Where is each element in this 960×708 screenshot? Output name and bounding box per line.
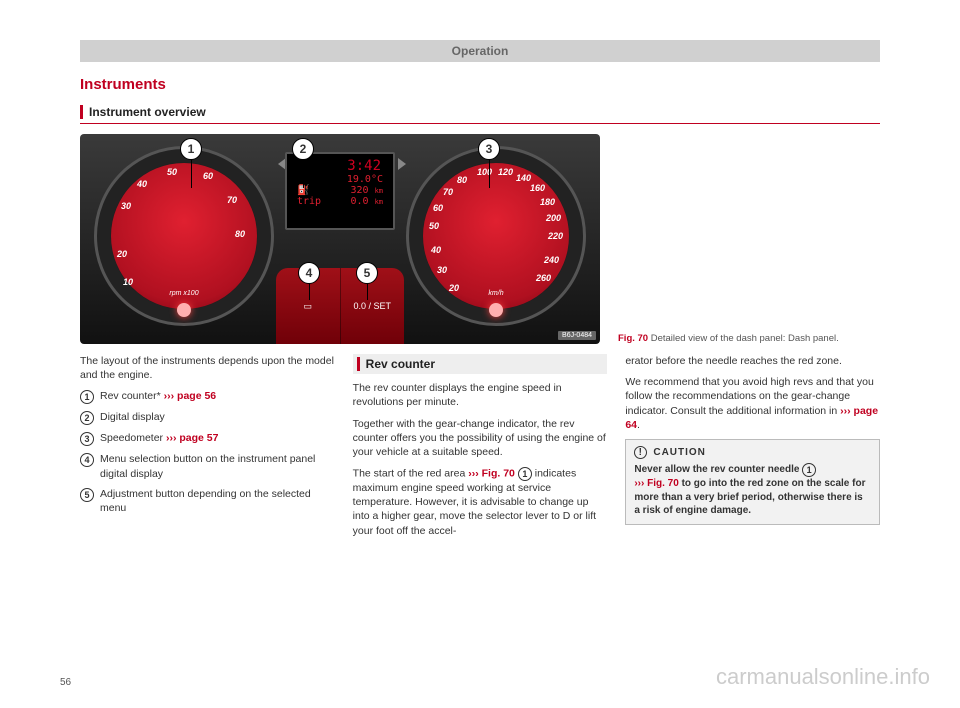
column-1: The layout of the instruments depends up…: [80, 354, 335, 545]
lower-button-panel: ▭ 0.0 / SET: [276, 268, 404, 344]
callout-5: 5: [356, 262, 378, 284]
trip-value: 0.0: [350, 196, 368, 207]
gauge-tick: 60: [203, 171, 213, 181]
gauge-tick: 20: [449, 283, 459, 293]
dash-panel-figure: 1 2 3 4 5 10 20 30 40 50 60 70 80: [80, 134, 600, 344]
caution-box: ! CAUTION Never allow the rev counter ne…: [625, 439, 880, 525]
page-link[interactable]: ››› page 56: [164, 390, 217, 402]
list-item: Speedometer ››› page 57: [100, 431, 218, 446]
callout-1: 1: [180, 138, 202, 160]
watermark: carmanualsonline.info: [716, 664, 930, 690]
figure-link[interactable]: ››› Fig. 70: [634, 478, 678, 489]
divider: [80, 123, 880, 124]
caution-text: Never allow the rev counter needle 1 ›››…: [634, 462, 871, 518]
gauge-tick: 180: [540, 197, 555, 207]
figure-caption-text: Detailed view of the dash panel: Dash pa…: [651, 333, 839, 344]
gauge-tick: 40: [137, 179, 147, 189]
gauge-tick: 80: [235, 229, 245, 239]
odo-unit: km: [375, 187, 383, 195]
callout-line: [309, 284, 310, 300]
figure-link[interactable]: ››› Fig. 70: [468, 467, 515, 479]
list-marker-5: 5: [80, 488, 94, 502]
caution-label: CAUTION: [653, 446, 706, 460]
list-marker-4: 4: [80, 453, 94, 467]
list-item: Adjustment button depending on the selec…: [100, 487, 335, 515]
caution-icon: !: [634, 446, 647, 459]
body-text: The start of the red area ››› Fig. 70 1 …: [353, 466, 608, 538]
gauge-tick: 30: [121, 201, 131, 211]
gauge-tick: 10: [123, 277, 133, 287]
subheading-rev-counter: Rev counter: [366, 356, 435, 372]
gauge-tick: 20: [117, 249, 127, 259]
callout-line: [367, 284, 368, 300]
callout-line: [489, 160, 490, 188]
heading-marker: [80, 105, 83, 119]
image-code: B6J-0484: [558, 331, 596, 340]
figure-caption-label: Fig. 70: [618, 333, 648, 344]
heading-marker: [357, 357, 360, 371]
gauge-tick: 160: [530, 183, 545, 193]
intro-text: The layout of the instruments depends up…: [80, 354, 335, 382]
callout-line: [303, 160, 304, 188]
inline-callout-1: 1: [802, 463, 816, 477]
speedometer-gauge: 20 30 40 50 60 70 80 100 120 140 160 180…: [406, 146, 586, 326]
trip-unit: km: [375, 198, 383, 206]
gauge-tick: 70: [443, 187, 453, 197]
gauge-tick: 120: [498, 167, 513, 177]
gauge-tick: 140: [516, 173, 531, 183]
list-marker-1: 1: [80, 390, 94, 404]
rev-counter-gauge: 10 20 30 40 50 60 70 80 rpm x100: [94, 146, 274, 326]
callout-4: 4: [298, 262, 320, 284]
inline-callout-1: 1: [518, 467, 532, 481]
gauge-tick: 50: [167, 167, 177, 177]
column-2: Rev counter The rev counter displays the…: [353, 354, 608, 545]
gauge-tick: 30: [437, 265, 447, 275]
gauge-tick: 50: [429, 221, 439, 231]
list-marker-3: 3: [80, 432, 94, 446]
gauge-tick: 70: [227, 195, 237, 205]
page-link[interactable]: ››› page 57: [166, 432, 219, 444]
gauge-tick: 220: [548, 231, 563, 241]
body-text: erator before the needle reaches the red…: [625, 354, 880, 368]
gauge-unit: rpm x100: [169, 290, 198, 297]
page-number: 56: [60, 677, 71, 688]
list-marker-2: 2: [80, 411, 94, 425]
callout-2: 2: [292, 138, 314, 160]
gauge-tick: 240: [544, 255, 559, 265]
body-text: The rev counter displays the engine spee…: [353, 381, 608, 409]
gauge-tick: 60: [433, 203, 443, 213]
callout-3: 3: [478, 138, 500, 160]
clock-value: 3:42: [291, 158, 389, 174]
column-3: erator before the needle reaches the red…: [625, 354, 880, 545]
digital-display: 3:42 19.0°C ⛽320 km trip0.0 km: [285, 152, 395, 230]
gauge-tick: 200: [546, 213, 561, 223]
page-title: Instruments: [80, 76, 880, 93]
section-header: Operation: [80, 40, 880, 62]
trip-label: trip: [297, 196, 321, 207]
body-text: We recommend that you avoid high revs an…: [625, 375, 880, 432]
gauge-tick: 40: [431, 245, 441, 255]
temp-value: 19.0°C: [347, 174, 383, 185]
odo-value: 320: [350, 185, 368, 196]
list-item: Digital display: [100, 410, 165, 425]
subheading-instrument-overview: Instrument overview: [89, 105, 206, 119]
body-text: Together with the gear-change indicator,…: [353, 417, 608, 460]
list-item: Rev counter* ››› page 56: [100, 389, 216, 404]
right-turn-indicator-icon: [398, 158, 406, 170]
list-item: Menu selection button on the instrument …: [100, 452, 335, 480]
gauge-tick: 80: [457, 175, 467, 185]
figure-caption: Fig. 70 Detailed view of the dash panel:…: [618, 333, 880, 344]
gauge-tick: 260: [536, 273, 551, 283]
callout-line: [191, 160, 192, 188]
gauge-unit: km/h: [488, 290, 503, 297]
